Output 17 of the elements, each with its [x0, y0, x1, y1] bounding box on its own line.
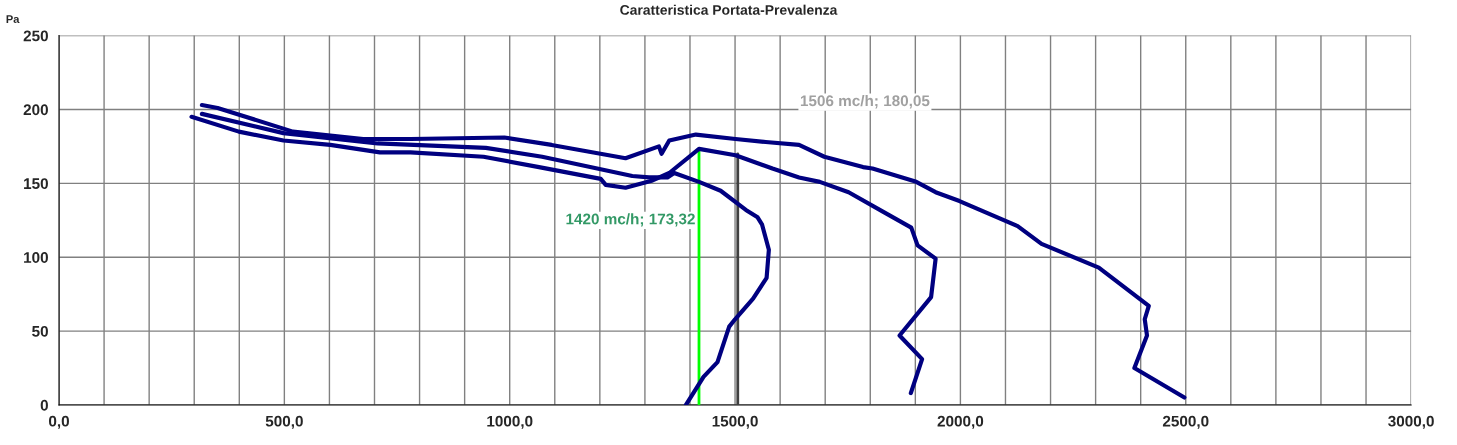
x-tick-label: 500,0 [265, 415, 303, 429]
annotation: 1420 mc/h; 173,32 [566, 213, 695, 227]
y-tick-label: 50 [32, 325, 48, 337]
x-tick-label: 0,0 [48, 415, 69, 429]
x-tick-label: 2000,0 [937, 415, 984, 429]
y-tick-label: 100 [24, 252, 48, 263]
x-tick-label: 3000,0 [1388, 415, 1434, 429]
y-tick-label: 0 [40, 399, 48, 411]
annotation: 1506 mc/h; 180,05 [800, 94, 930, 109]
x-tick-label: 2500,0 [1162, 415, 1209, 429]
y-tick-label: 200 [23, 104, 48, 116]
x-tick-label: 1500,0 [712, 415, 758, 429]
x-tick-label: 1000,0 [487, 415, 533, 429]
y-axis-title: Pa [6, 15, 20, 24]
chart-title: Caratteristica Portata-Prevalenza [620, 4, 838, 15]
y-tick-label: 150 [24, 178, 48, 190]
y-tick-label: 250 [23, 30, 48, 42]
